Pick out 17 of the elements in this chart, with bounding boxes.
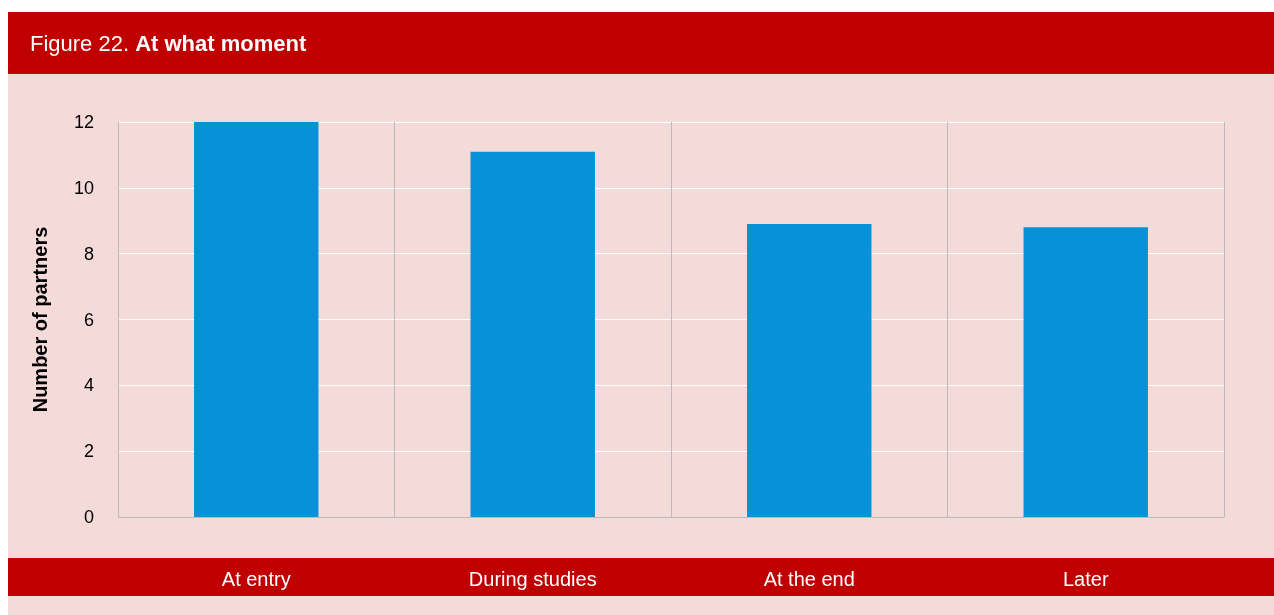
- y-tick-label: 8: [83, 243, 94, 264]
- y-tick-label: 12: [73, 112, 94, 132]
- y-tick-label: 0: [83, 507, 94, 527]
- bar: [1023, 227, 1148, 517]
- y-tick-label: 10: [73, 177, 94, 198]
- bar: [470, 151, 595, 517]
- x-tick-label: At entry: [221, 568, 291, 590]
- bar: [747, 224, 872, 517]
- y-tick-label: 4: [83, 375, 94, 396]
- y-axis-title: Number of partners: [29, 226, 51, 413]
- x-tick-label: At the end: [763, 568, 855, 590]
- bar: [194, 122, 319, 517]
- chart-title: Figure 22. At what moment: [8, 12, 1274, 74]
- y-tick-label: 2: [83, 441, 94, 462]
- x-tick-label: Later: [1062, 568, 1109, 590]
- y-tick-label: 6: [83, 309, 94, 330]
- x-tick-label: During studies: [468, 568, 597, 590]
